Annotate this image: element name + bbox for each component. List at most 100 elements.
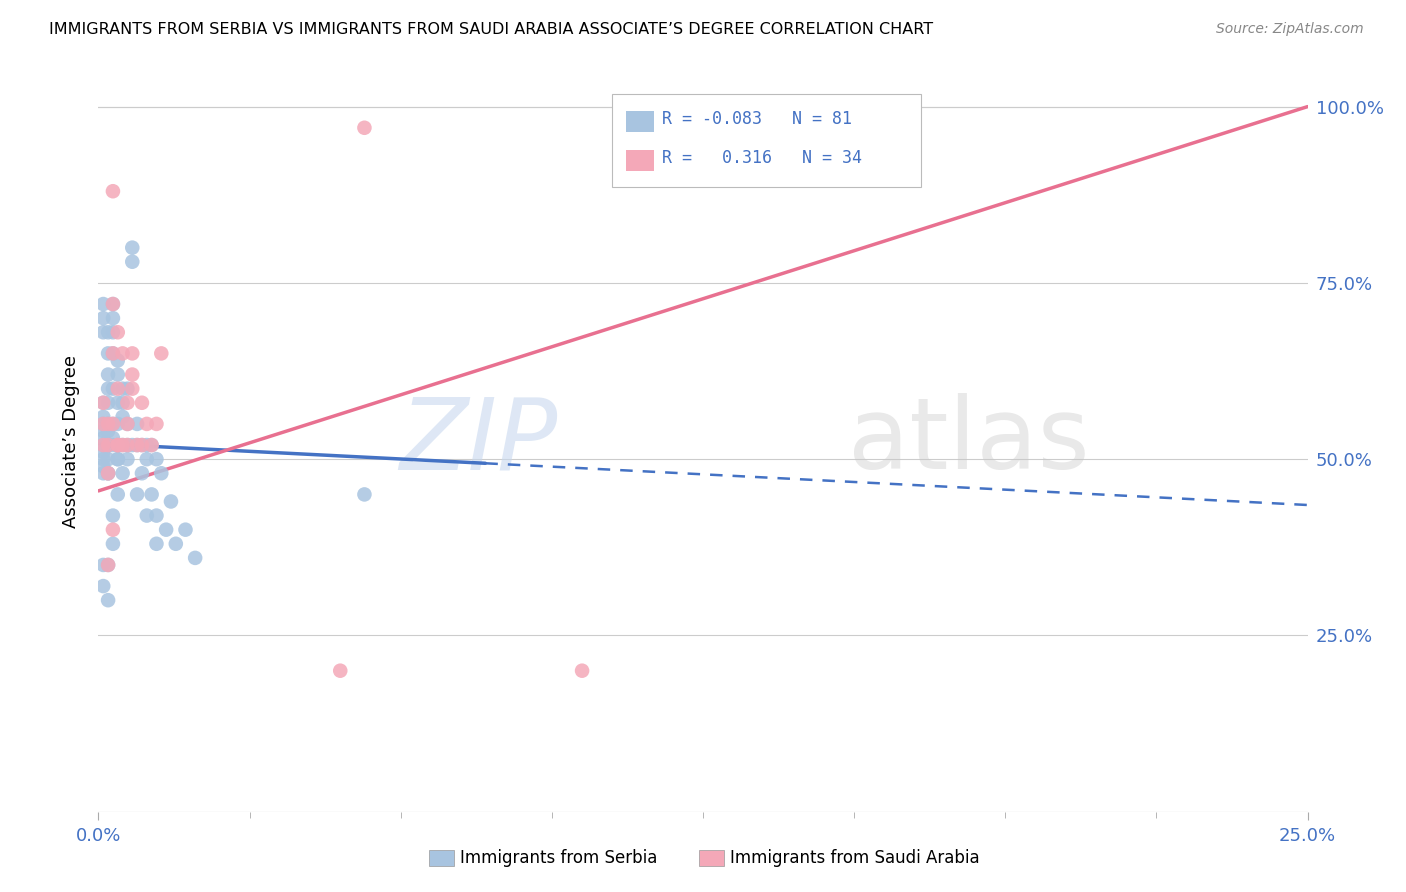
Point xyxy=(97,382,120,396)
Point xyxy=(121,346,143,360)
Point xyxy=(121,254,143,268)
Point xyxy=(107,325,129,339)
Point xyxy=(353,487,375,501)
Point xyxy=(91,396,114,410)
Point xyxy=(131,396,153,410)
Point xyxy=(91,297,114,311)
Point xyxy=(131,438,153,452)
Point xyxy=(97,368,120,382)
Point xyxy=(145,452,167,467)
Point xyxy=(101,417,124,431)
Text: R = -0.083   N = 81: R = -0.083 N = 81 xyxy=(662,110,852,128)
Point xyxy=(101,523,124,537)
Point xyxy=(141,487,163,501)
Point xyxy=(127,487,149,501)
Point xyxy=(111,438,134,452)
Point xyxy=(91,325,114,339)
Point xyxy=(91,438,114,452)
Point xyxy=(145,508,167,523)
Point xyxy=(329,664,352,678)
Point xyxy=(101,417,124,431)
Text: Immigrants from Serbia: Immigrants from Serbia xyxy=(460,849,657,867)
Y-axis label: Associate’s Degree: Associate’s Degree xyxy=(62,355,80,528)
Point xyxy=(91,417,114,431)
Point xyxy=(97,424,120,438)
Point xyxy=(145,417,167,431)
Point xyxy=(101,431,124,445)
Point xyxy=(101,346,124,360)
Point xyxy=(91,452,114,467)
Text: Immigrants from Saudi Arabia: Immigrants from Saudi Arabia xyxy=(730,849,980,867)
Point xyxy=(145,537,167,551)
Point xyxy=(117,382,139,396)
Point xyxy=(160,494,183,508)
Point xyxy=(101,508,124,523)
Point xyxy=(127,417,149,431)
Point xyxy=(107,452,129,467)
Point xyxy=(91,445,114,459)
Point xyxy=(91,417,114,431)
Point xyxy=(127,438,149,452)
Point xyxy=(97,438,120,452)
Point xyxy=(117,452,139,467)
Point xyxy=(101,311,124,326)
Point xyxy=(150,346,173,360)
Point xyxy=(107,452,129,467)
Point xyxy=(97,346,120,360)
Point xyxy=(107,382,129,396)
Point xyxy=(97,593,120,607)
Point xyxy=(121,382,143,396)
Point xyxy=(111,396,134,410)
Point xyxy=(121,438,143,452)
Point xyxy=(107,368,129,382)
Point xyxy=(97,325,120,339)
Point xyxy=(155,523,177,537)
Point xyxy=(107,396,129,410)
Point xyxy=(111,382,134,396)
Point xyxy=(97,558,120,572)
Point xyxy=(165,537,187,551)
Point xyxy=(97,438,120,452)
Point xyxy=(107,487,129,501)
Point xyxy=(107,438,129,452)
Text: atlas: atlas xyxy=(848,393,1090,490)
Point xyxy=(117,396,139,410)
Point xyxy=(571,664,593,678)
Point xyxy=(91,396,114,410)
Point xyxy=(107,438,129,452)
Point xyxy=(131,467,153,481)
Point xyxy=(91,424,114,438)
Point xyxy=(91,431,114,445)
Point xyxy=(135,417,157,431)
Point xyxy=(101,346,124,360)
Point xyxy=(101,382,124,396)
Point xyxy=(107,417,129,431)
Point xyxy=(97,417,120,431)
Point xyxy=(135,452,157,467)
Point xyxy=(91,558,114,572)
Text: IMMIGRANTS FROM SERBIA VS IMMIGRANTS FROM SAUDI ARABIA ASSOCIATE’S DEGREE CORREL: IMMIGRANTS FROM SERBIA VS IMMIGRANTS FRO… xyxy=(49,22,934,37)
Point xyxy=(135,438,157,452)
Point xyxy=(141,438,163,452)
Point xyxy=(117,438,139,452)
Point xyxy=(111,346,134,360)
Point xyxy=(174,523,197,537)
Point xyxy=(101,297,124,311)
Point xyxy=(117,417,139,431)
Point xyxy=(150,467,173,481)
Point xyxy=(117,438,139,452)
Point xyxy=(107,353,129,368)
Point xyxy=(111,467,134,481)
Point xyxy=(353,120,375,135)
Point xyxy=(97,452,120,467)
Point xyxy=(121,368,143,382)
Point xyxy=(111,438,134,452)
Point xyxy=(97,467,120,481)
Text: R =   0.316   N = 34: R = 0.316 N = 34 xyxy=(662,149,862,167)
Point xyxy=(127,438,149,452)
Point xyxy=(97,467,120,481)
Point xyxy=(91,311,114,326)
Point xyxy=(101,438,124,452)
Point xyxy=(184,550,207,565)
Point xyxy=(101,297,124,311)
